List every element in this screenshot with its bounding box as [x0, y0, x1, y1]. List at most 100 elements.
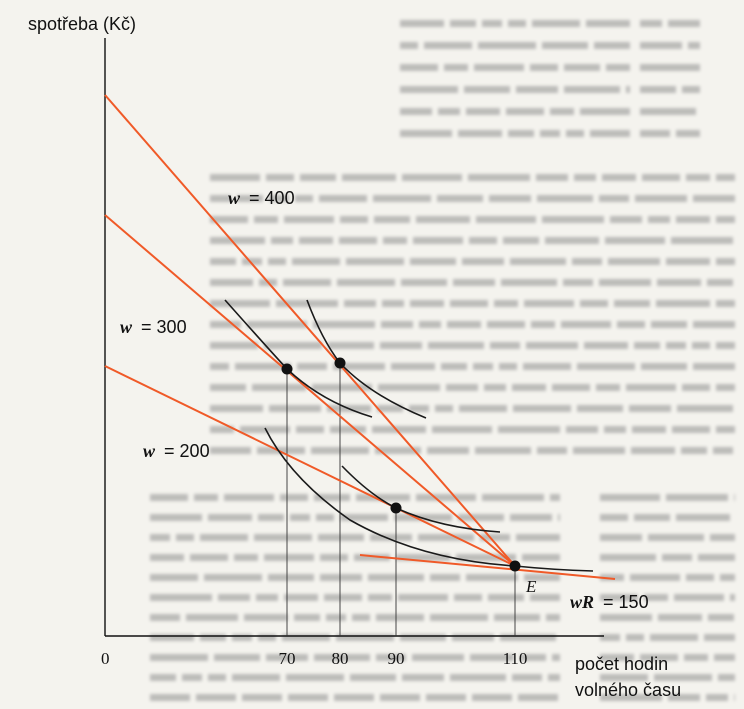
background-text-smudge: [666, 342, 686, 349]
background-text-smudge: [688, 42, 700, 49]
background-text-smudge: [710, 534, 735, 541]
background-text-smudge: [419, 321, 441, 328]
background-text-smudge: [520, 654, 546, 661]
background-text-smudge: [516, 86, 558, 93]
background-text-smudge: [574, 174, 596, 181]
background-text-smudge: [427, 447, 469, 454]
background-text-smudge: [247, 321, 307, 328]
wage-label-400: w = 400: [228, 188, 295, 208]
background-text-smudge: [716, 300, 735, 307]
background-text-smudge: [438, 108, 460, 115]
background-text-smudge: [435, 405, 453, 412]
background-text-smudge: [378, 384, 440, 391]
background-text-smudge: [657, 279, 701, 286]
background-text-smudge: [566, 426, 598, 433]
background-text-smudge: [150, 554, 184, 561]
background-text-smudge: [469, 237, 497, 244]
background-text-smudge: [340, 514, 388, 521]
background-text-smudge: [210, 279, 253, 286]
background-text-smudge: [314, 494, 350, 501]
background-text-smudge: [600, 614, 652, 621]
background-text-smudge: [400, 634, 446, 641]
background-text-smudge: [150, 534, 170, 541]
background-text-smudge: [150, 514, 202, 521]
background-text-smudge: [512, 674, 542, 681]
background-text-smudge: [470, 654, 514, 661]
background-text-smudge: [271, 237, 293, 244]
background-text-smudge: [546, 614, 560, 621]
background-text-smudge: [398, 594, 448, 601]
background-text-smudge: [210, 321, 241, 328]
background-text-smudge: [489, 195, 531, 202]
background-text-smudge: [254, 216, 278, 223]
background-text-smudge: [210, 405, 263, 412]
background-text-smudge: [693, 195, 735, 202]
background-text-smudge: [446, 384, 478, 391]
background-text-smudge: [506, 108, 544, 115]
background-text-smudge: [606, 64, 630, 71]
background-text-smudge: [402, 174, 462, 181]
background-text-smudge: [418, 534, 474, 541]
background-text-smudge: [416, 216, 470, 223]
background-text-smudge: [537, 195, 593, 202]
background-text-smudge: [604, 426, 626, 433]
background-text-smudge: [150, 654, 208, 661]
background-text-smudge: [631, 447, 675, 454]
background-text-smudge: [318, 534, 364, 541]
background-text-smudge: [536, 174, 568, 181]
background-text-smudge: [356, 494, 410, 501]
background-text-smudge: [573, 447, 625, 454]
background-text-smudge: [522, 554, 560, 561]
background-text-smudge: [288, 694, 328, 701]
background-text-smudge: [684, 654, 708, 661]
background-text-smudge: [682, 384, 710, 391]
background-text-smudge: [264, 342, 322, 349]
origin-label: 0: [101, 649, 110, 668]
reservation-wage-label: wR = 150: [570, 592, 649, 612]
background-text-smudge: [564, 86, 620, 93]
background-text-smudge: [190, 554, 228, 561]
background-text-smudge: [200, 534, 248, 541]
background-text-smudge: [676, 130, 700, 137]
indifference-curve-2: [306, 299, 427, 419]
background-text-smudge: [648, 534, 704, 541]
background-text-smudge: [284, 216, 334, 223]
background-text-smudge: [626, 86, 630, 93]
background-text-smudge: [396, 554, 450, 561]
background-text-smudge: [244, 614, 288, 621]
background-text-smudge: [714, 654, 735, 661]
background-text-smudge: [458, 514, 504, 521]
background-text-smudge: [400, 64, 438, 71]
background-text-smudge: [450, 674, 506, 681]
background-text-smudge: [594, 42, 630, 49]
background-text-smudge: [634, 514, 670, 521]
background-text-smudge: [635, 195, 687, 202]
background-text-smudge: [730, 594, 735, 601]
background-text-smudge: [150, 574, 198, 581]
background-text-smudge: [516, 534, 560, 541]
background-text-smudge: [182, 674, 202, 681]
background-text-smudge: [328, 342, 374, 349]
background-text-smudge: [577, 363, 635, 370]
background-text-smudge: [599, 279, 651, 286]
background-text-smudge: [452, 634, 494, 641]
background-text-smudge: [548, 674, 560, 681]
background-text-smudge: [693, 321, 735, 328]
background-text-smudge: [402, 674, 444, 681]
background-text-smudge: [734, 494, 735, 501]
background-text-smudge: [558, 514, 560, 521]
background-text-smudge: [640, 86, 676, 93]
x-tick-70: 70: [279, 649, 296, 668]
background-text-smudge: [320, 554, 348, 561]
background-text-smudge: [634, 342, 660, 349]
background-text-smudge: [210, 363, 229, 370]
background-text-smudge: [297, 363, 327, 370]
background-text-smudge: [734, 694, 735, 701]
background-text-smudge: [381, 321, 413, 328]
background-text-smudge: [600, 634, 620, 641]
background-text-smudge: [210, 216, 248, 223]
background-text-smudge: [453, 279, 495, 286]
background-text-smudge: [400, 108, 432, 115]
background-text-smudge: [644, 594, 668, 601]
background-text-smudge: [450, 20, 476, 27]
